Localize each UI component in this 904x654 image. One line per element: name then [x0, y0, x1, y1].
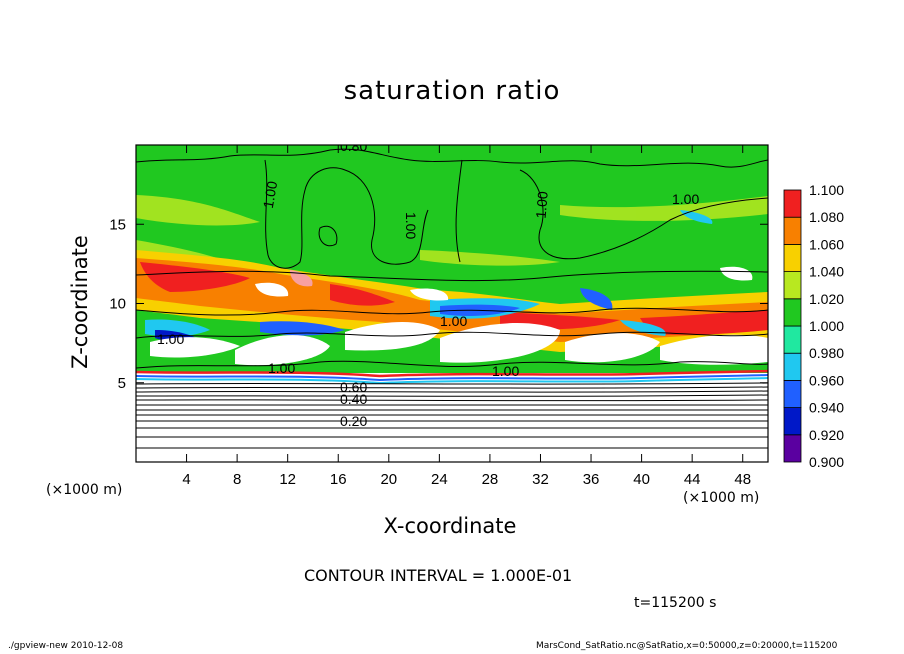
contour-label-1.00: 1.00	[532, 190, 550, 219]
colorbar-label: 1.040	[809, 264, 844, 280]
y-tick-label: 10	[109, 296, 126, 313]
colorbar-band	[783, 434, 802, 463]
contour-label-0.20: 0.20	[340, 413, 367, 429]
x-axis-units: (×1000 m)	[683, 490, 760, 506]
y-axis-units: (×1000 m)	[46, 482, 123, 498]
cool-patches	[145, 210, 713, 343]
colorbar-band	[783, 325, 802, 354]
contour-label-0.80: 0.80	[340, 138, 367, 154]
cloud-rim-red	[136, 369, 768, 378]
colorbar-label: 1.000	[809, 318, 844, 334]
colorbar-label: 1.100	[809, 182, 844, 198]
footer-left: ./gpview-new 2010-12-08	[8, 641, 124, 651]
colorbar-band	[783, 271, 802, 300]
colorbar-label: 0.940	[809, 400, 844, 416]
colorbar-label: 0.900	[809, 454, 844, 470]
contour-label-1.00: 1.00	[403, 212, 419, 239]
colorbar: 0.900 0.920 0.940 0.960 0.980 1.000 1.020 1.040…	[783, 182, 844, 470]
colorbar-label: 0.960	[809, 372, 844, 388]
upper-contours	[136, 148, 768, 369]
y-axis: 5 10 15	[109, 216, 768, 392]
cloud-rim-cyan	[136, 377, 768, 385]
footer-right: MarsCond_SatRatio.nc@SatRatio,x=0:50000,…	[536, 641, 838, 651]
x-tick-label: 28	[482, 471, 499, 488]
x-tick-label: 24	[431, 471, 448, 488]
contour-interval-label: CONTOUR INTERVAL = 1.000E-01	[304, 566, 573, 585]
colorbar-label: 0.980	[809, 345, 844, 361]
colorbar-band	[783, 379, 802, 408]
colorbar-band	[783, 216, 802, 245]
contour-labels: 0.80 1.00 1.00 1.00 1.00 0.60 0.40 0.20 …	[157, 138, 699, 429]
colorbar-label: 1.080	[809, 209, 844, 225]
contour-label-0.60: 0.60	[340, 379, 367, 395]
colorbar-band	[783, 298, 802, 327]
contour-label-1.00: 1.00	[492, 363, 519, 379]
colorbar-band	[783, 407, 802, 436]
colorbar-band	[783, 189, 802, 218]
x-tick-label: 4	[182, 471, 190, 488]
x-tick-label: 8	[233, 471, 241, 488]
colorbar-label: 1.020	[809, 291, 844, 307]
x-tick-label: 36	[583, 471, 600, 488]
x-tick-label: 20	[380, 471, 397, 488]
x-tick-label: 32	[532, 471, 549, 488]
heatmap-plot: 0.80 1.00 1.00 1.00 1.00 0.60 0.40 0.20 …	[136, 138, 768, 462]
x-tick-label: 12	[279, 471, 296, 488]
time-label: t=115200 s	[634, 595, 717, 611]
chart-title: saturation ratio	[343, 76, 561, 106]
contour-label-1.00: 1.00	[440, 313, 467, 329]
y-tick-label: 15	[109, 216, 126, 233]
y-tick-label: 5	[118, 375, 126, 392]
lower-contours	[136, 382, 768, 449]
colorbar-label: 1.060	[809, 236, 844, 252]
contour-label-1.00: 1.00	[672, 191, 699, 207]
contour-label-1.00: 1.00	[268, 360, 295, 376]
white-clouds	[150, 266, 768, 366]
x-tick-label: 16	[330, 471, 347, 488]
colorbar-label: 0.920	[809, 427, 844, 443]
x-tick-label: 48	[734, 471, 751, 488]
y-axis-label: Z-coordinate	[68, 235, 92, 369]
contour-label-1.00: 1.00	[260, 180, 281, 210]
contour-label-1.00: 1.00	[157, 331, 184, 347]
x-tick-label: 44	[684, 471, 701, 488]
x-axis-label: X-coordinate	[383, 514, 517, 538]
colorbar-band	[783, 243, 802, 272]
light-green-streaks	[136, 195, 768, 266]
x-axis: 4 8 12 16 20 24 28 32 36 40 44 48	[182, 145, 751, 488]
colorbar-band	[783, 352, 802, 381]
contour-label-0.40: 0.40	[340, 391, 367, 407]
cloud-rim-blue	[136, 374, 768, 382]
x-tick-label: 40	[633, 471, 650, 488]
